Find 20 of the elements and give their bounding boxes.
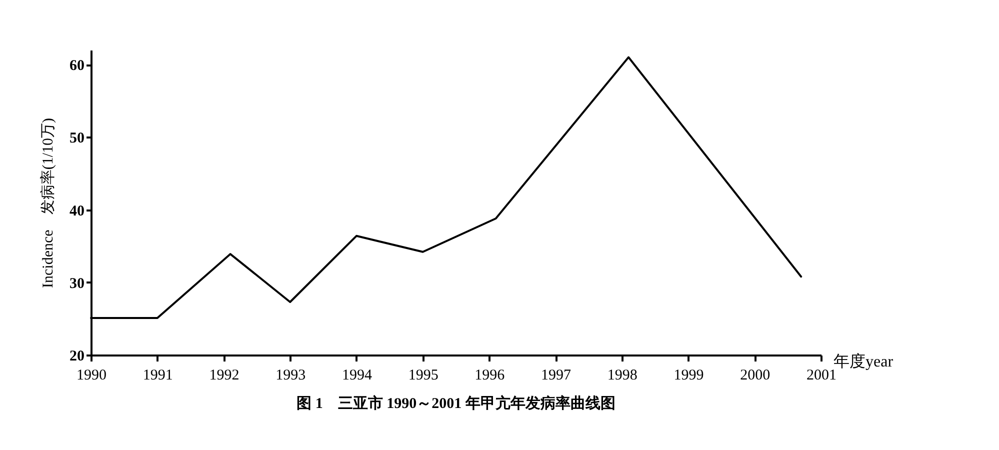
x-tick-label: 1999 — [674, 368, 704, 384]
y-tick-label: 40 — [70, 203, 84, 220]
x-tick-label: 1994 — [342, 368, 372, 384]
x-tick-label: 1996 — [474, 368, 506, 384]
y-tick-label: 60 — [70, 58, 84, 74]
x-tick-label: 1997 — [541, 368, 572, 384]
y-tick-label: 30 — [70, 276, 84, 292]
x-axis-title: 年度year — [834, 352, 894, 370]
x-tick-label: 1991 — [142, 368, 173, 384]
x-tick-label: 1998 — [607, 368, 638, 384]
x-tick-label: 1992 — [209, 368, 240, 384]
y-tick-label: 50 — [70, 130, 84, 147]
text: 图 1 三亚市 1990～2001 年甲亢年发病率曲线图 — [296, 394, 616, 412]
x-tick-label: 1993 — [276, 368, 306, 384]
x-tick-label: 2001 — [806, 368, 836, 384]
y-axis-title: Incidence 发病率(1/10万) — [40, 118, 56, 288]
x-tick-label: 1990 — [76, 368, 106, 384]
x-tick-label: 2000 — [740, 368, 770, 384]
x-tick-label: 1995 — [408, 368, 438, 384]
y-tick-label: 20 — [70, 348, 84, 364]
